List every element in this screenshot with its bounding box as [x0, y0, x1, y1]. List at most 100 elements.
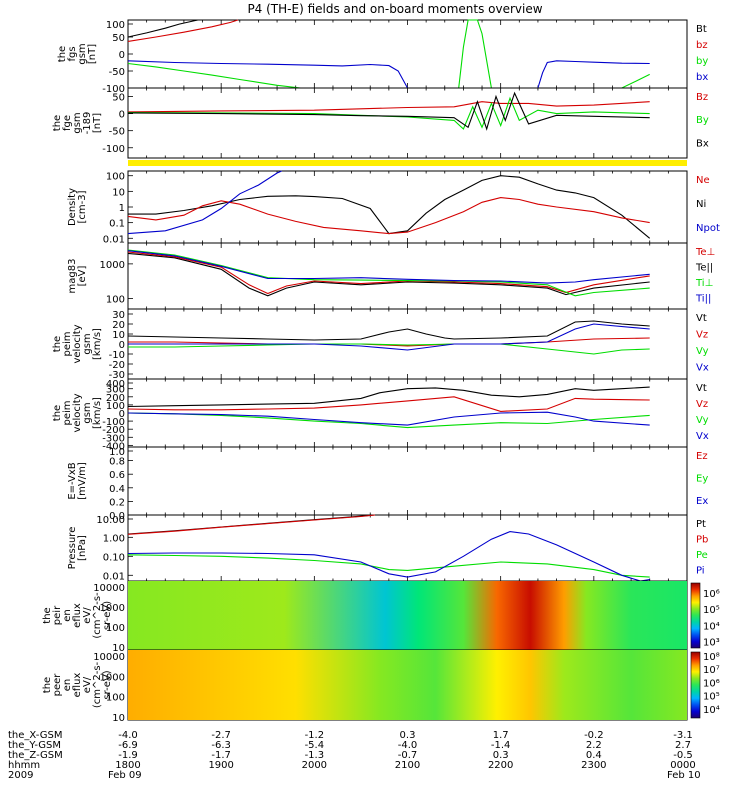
- y-axis-label: -189: [82, 112, 93, 135]
- y-tick-label: 20: [112, 320, 125, 331]
- x-row-value: 2.7: [675, 740, 691, 751]
- y-axis-label: gsm: [82, 333, 93, 354]
- x-row-value: -1.2: [305, 730, 325, 741]
- series-bx: [127, 60, 650, 89]
- y-axis-label: Pressure: [67, 527, 78, 570]
- y-tick-label: 100: [106, 20, 125, 31]
- x-row-label: hhmm: [8, 760, 40, 771]
- y-tick-label: 10: [112, 330, 125, 341]
- electron-spectrogram-colorbar: 10⁸ 10⁷ 10⁶ 10⁵ 10⁴: [690, 651, 720, 719]
- panel-fge: 50 0 -50 -100 the fge gsm -189 [nT] Bz By Bx: [52, 87, 709, 159]
- y-tick-label: 0: [119, 340, 125, 351]
- y-axis-label: gsm: [77, 43, 88, 64]
- y-axis-label: [mV/m]: [77, 462, 88, 500]
- y-axis-label: mag83: [67, 259, 78, 294]
- series-Vy: [128, 343, 650, 355]
- y-tick-label: -100: [102, 144, 125, 155]
- x-row-label: the_Z-GSM: [8, 750, 63, 761]
- series-Ne: [127, 197, 650, 235]
- legend-bz: bz: [696, 40, 708, 51]
- y-tick-label: 0.01: [103, 234, 125, 245]
- panel-frame: [127, 19, 688, 89]
- series-Vt: [127, 386, 650, 408]
- series-Vx: [128, 323, 650, 351]
- x-row-value: 2.2: [586, 740, 602, 751]
- panel-frame: [127, 87, 688, 159]
- y-tick-label: 1: [119, 203, 125, 214]
- y-axis-label: sr-eV): [102, 601, 113, 630]
- y-tick-label: 0.0: [109, 511, 125, 522]
- y-axis-label: gsm: [72, 112, 83, 133]
- y-axis-label: gsm: [82, 402, 93, 423]
- y-tick-label: -100: [102, 84, 125, 95]
- legend-Ni: Ni: [696, 199, 706, 210]
- series-Vy: [127, 412, 650, 429]
- legend-Vz: Vz: [696, 399, 708, 410]
- y-tick-label: 400: [106, 379, 125, 390]
- y-tick-label: -400: [102, 441, 125, 452]
- legend-By: By: [696, 115, 709, 126]
- legend-Bz: Bz: [696, 92, 708, 103]
- y-axis-label: peim: [62, 400, 73, 425]
- y-tick-label: -100: [102, 417, 125, 428]
- panel-frame: [127, 242, 688, 310]
- x-row-value: 0.3: [400, 730, 416, 741]
- x-row-value: -4.0: [118, 730, 138, 741]
- y-tick-label: 0: [119, 409, 125, 420]
- y-tick-label: 0.8: [109, 457, 125, 468]
- legend-Bt: Bt: [696, 24, 707, 35]
- legend-Vy: Vy: [696, 415, 709, 426]
- figure-title: P4 (TH-E) fields and on-board moments ov…: [247, 2, 542, 16]
- x-row-value: 2100: [395, 760, 420, 771]
- colorbar-tick-label: 10⁴: [703, 705, 720, 716]
- y-tick-label: 10: [112, 643, 125, 654]
- y-axis-label: [km/s]: [92, 328, 103, 360]
- ion-spectrogram-colorbar: 10⁶ 10⁵ 10⁴ 10³: [690, 582, 720, 649]
- x-row-value: -1.3: [305, 750, 325, 761]
- legend-Pi: Pi: [696, 565, 705, 576]
- legend-Vx: Vx: [696, 431, 709, 442]
- y-tick-label: 10000: [93, 652, 125, 663]
- legend-Te⊥: Te⊥: [695, 247, 715, 258]
- colorbar-tick-label: 10⁸: [703, 652, 720, 663]
- legend-Ti||: Ti||: [695, 293, 711, 304]
- x-row-value: -1.7: [211, 750, 231, 761]
- y-tick-label: 10.00: [96, 515, 125, 526]
- legend-Ti⊥: Ti⊥: [695, 278, 713, 289]
- y-axis-label: peir: [52, 605, 63, 625]
- x-row-value: 2200: [488, 760, 513, 771]
- y-tick-label: 0.6: [109, 470, 125, 481]
- series-Pe: [127, 554, 650, 578]
- series-bz: [127, 19, 239, 42]
- colorbar-tick-label: 10⁴: [703, 621, 720, 632]
- legend-Bx: Bx: [696, 138, 709, 149]
- y-axis-label: the: [52, 405, 63, 421]
- y-tick-label: -300: [102, 433, 125, 444]
- colorbar-tick-label: 10³: [703, 638, 720, 649]
- legend-Pt: Pt: [696, 519, 706, 530]
- legend-Vt: Vt: [696, 313, 707, 324]
- y-axis-label: the: [52, 115, 63, 131]
- panel-fgs: 100 50 0 -50 -100 the fgs gsm [nT] Bt bz by bx: [57, 19, 708, 95]
- y-tick-label: -200: [102, 425, 125, 436]
- series-Te⊥: [127, 251, 650, 295]
- series-By: [127, 96, 650, 130]
- legend-Ey: Ey: [696, 473, 708, 484]
- y-axis-label: en: [62, 609, 73, 622]
- panel-pressure: 10.00 1.00 0.10 0.01 Pressure [nPa] Pt Pb Pe Pi: [67, 514, 708, 582]
- x-row-value: -0.5: [673, 750, 693, 761]
- series-by: [127, 19, 650, 89]
- y-tick-label: 0: [119, 50, 125, 61]
- y-tick-label: 0.2: [109, 497, 125, 508]
- y-axis-label: eV/: [82, 607, 93, 624]
- y-axis-label: (cm^2-s-: [92, 592, 103, 639]
- y-axis-label: Density: [67, 188, 78, 226]
- y-tick-label: 1000: [100, 672, 125, 683]
- legend-bx: bx: [696, 72, 708, 83]
- x-row-value: -6.3: [211, 740, 231, 751]
- panel-efield: 1.00.8 0.6 0.4 0.2 0.0 E=-VxB [mV/m] Ez Ey Ex: [67, 446, 708, 522]
- y-tick-label: 100: [106, 693, 125, 704]
- x-row-value: -1.4: [491, 740, 511, 751]
